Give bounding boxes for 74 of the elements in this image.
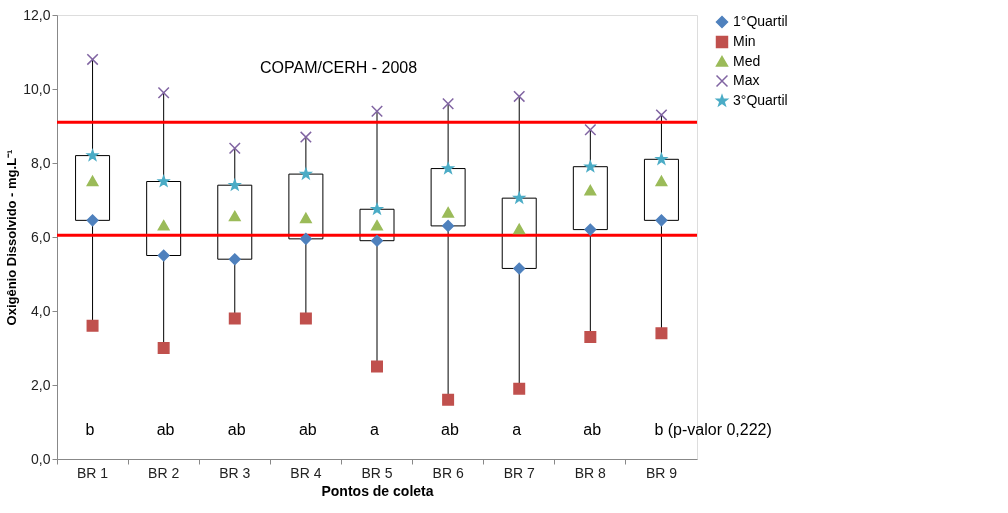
point [584, 330, 597, 343]
point [655, 214, 668, 227]
y-tick-label: 8,0 [31, 154, 51, 171]
legend-label: 3°Quartil [733, 92, 788, 108]
y-tick-label: 2,0 [31, 376, 51, 393]
annotation: ab [441, 421, 460, 439]
point [157, 175, 170, 187]
annotation: COPAM/CERH - 2008 [260, 59, 418, 77]
point [371, 360, 383, 373]
point [86, 319, 99, 332]
x-tick-label: BR 8 [574, 464, 607, 481]
point [584, 184, 597, 196]
point [299, 212, 312, 224]
legend-label: Max [733, 72, 760, 88]
point [442, 162, 454, 174]
point [157, 342, 170, 354]
point [157, 219, 170, 231]
point [655, 108, 668, 121]
point [371, 203, 383, 215]
x-tick-label: BR 1 [76, 464, 109, 481]
point [299, 232, 312, 245]
point [442, 219, 455, 232]
point [228, 312, 241, 325]
x-tick-label: BR 3 [219, 464, 251, 481]
x-tick-label: BR 4 [290, 464, 322, 481]
point [86, 175, 99, 187]
annotation: ab [156, 421, 175, 439]
legend-label: Min [733, 33, 756, 49]
point [513, 90, 526, 103]
y-tick-label: 4,0 [31, 302, 51, 319]
point [513, 223, 526, 235]
legend-label: 1°Quartil [733, 13, 788, 29]
legend-label: Med [733, 53, 761, 69]
point [655, 175, 668, 187]
x-tick-label: BR 6 [432, 464, 464, 481]
point [442, 393, 455, 406]
point [513, 262, 526, 275]
y-tick-label: 12,0 [23, 6, 51, 23]
x-axis-title: Pontos de coleta [321, 482, 434, 499]
annotation: a [512, 421, 522, 439]
point [299, 312, 312, 325]
point [228, 253, 241, 266]
annotation: ab [298, 421, 317, 439]
point [228, 142, 241, 155]
point [584, 223, 597, 236]
annotation: b (p-valor 0,222) [654, 421, 772, 439]
point [157, 86, 170, 99]
point [513, 382, 526, 395]
point [86, 214, 99, 227]
point [655, 153, 668, 165]
x-tick-label: BR 5 [361, 464, 393, 481]
point [655, 327, 668, 340]
annotation: ab [583, 421, 602, 439]
point [584, 160, 597, 172]
annotation: a [370, 421, 379, 439]
y-tick-label: 10,0 [23, 80, 51, 97]
annotation: ab [227, 421, 246, 439]
x-tick-label: BR 9 [645, 464, 678, 481]
point [442, 97, 455, 110]
point [299, 131, 312, 144]
y-tick-label: 0,0 [31, 450, 51, 467]
point [442, 206, 455, 218]
y-tick-label: 6,0 [31, 228, 51, 245]
point [86, 149, 99, 161]
x-tick-label: BR 7 [503, 464, 535, 481]
point [584, 123, 597, 136]
annotation: b [85, 421, 95, 439]
point [228, 210, 241, 222]
point [371, 105, 383, 118]
point [157, 249, 170, 262]
x-tick-label: BR 2 [148, 464, 180, 481]
point [86, 53, 99, 66]
point [371, 234, 383, 247]
y-axis-title: Oxigênio Dissolvido - mg.L⁻¹ [4, 149, 20, 326]
